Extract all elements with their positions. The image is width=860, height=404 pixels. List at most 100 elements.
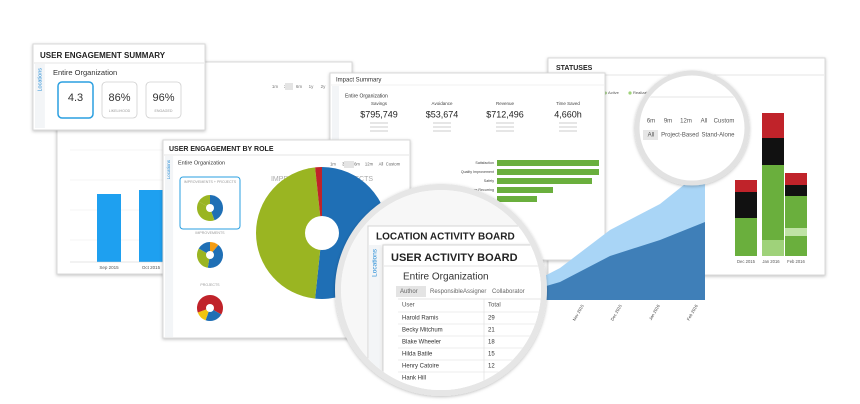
range-button[interactable]: All	[701, 119, 708, 125]
filter-magnifier: 6m 9m 12m All Custom All Project-Based Stand-Al…	[634, 70, 750, 186]
card	[145, 81, 182, 119]
x-tick-label: Dec 2015	[737, 259, 756, 264]
row-total: 12	[488, 364, 495, 370]
pie-title: PROJECTS	[200, 283, 220, 287]
x-tick-label: Jan 2016	[762, 259, 780, 264]
sidebar	[35, 64, 45, 128]
pie-title: IMPROVEMENTS + PROJECTS	[184, 180, 237, 184]
x-tick-label: Sep 2015	[99, 265, 119, 270]
row-user: Henry Catoire	[402, 364, 440, 370]
pie-slice	[197, 201, 215, 222]
range-highlight	[285, 83, 293, 90]
sidebar-label: Locations	[372, 248, 379, 277]
panel-title: STATUSES	[556, 65, 593, 72]
tab[interactable]: Assigner	[463, 289, 486, 295]
metric-value: $53,674	[426, 109, 459, 119]
bar	[497, 178, 592, 184]
engagement-summary-panel: USER ENGAGEMENT SUMMARY Locations Entire O…	[32, 43, 206, 131]
x-tick-label: Nov 2015	[572, 303, 586, 322]
panel-title: USER ENGAGEMENT SUMMARY	[40, 51, 166, 60]
range-button[interactable]: 12m	[365, 162, 374, 167]
row-user: Hank Hill	[402, 376, 426, 382]
bar	[97, 194, 121, 262]
stack-segment	[785, 236, 807, 256]
pie-hole	[206, 304, 214, 312]
sidebar-label: Locations	[166, 159, 171, 179]
stack-segment	[785, 185, 807, 196]
lens-bg	[640, 76, 744, 180]
board-title: LOCATION ACTIVITY BOARD	[376, 232, 515, 243]
pie-title: IMPROVEMENTS	[195, 231, 225, 235]
card	[57, 81, 94, 119]
row-user: Harold Ramis	[402, 316, 438, 322]
row-total: 29	[488, 316, 495, 322]
filter-button[interactable]: All	[648, 133, 655, 139]
row-user: Blake Wheeler	[402, 340, 441, 346]
range-button[interactable]: 6m	[354, 162, 360, 167]
stack-segment	[735, 180, 757, 192]
column-header[interactable]: Total	[488, 303, 501, 309]
filter-button[interactable]: Project-Based	[661, 133, 699, 139]
range-button: 6m	[296, 84, 303, 89]
stack-segment	[762, 138, 784, 165]
pie-slice	[198, 195, 210, 208]
range-button[interactable]: 12m	[680, 119, 692, 125]
board-title: USER ACTIVITY BOARD	[391, 252, 518, 264]
pie-slice	[197, 308, 210, 321]
metric-value: $795,749	[360, 109, 398, 119]
bar-label: Safety	[484, 179, 494, 183]
range-button[interactable]: 9m	[664, 119, 672, 125]
range-button[interactable]: Custom	[714, 119, 735, 125]
stack-segment	[735, 192, 757, 218]
metric-label: Savings	[371, 101, 388, 106]
bar-label: Quality Improvement	[461, 170, 494, 174]
sidebar	[369, 245, 381, 390]
sidebar	[165, 156, 174, 337]
bar	[497, 196, 537, 202]
bar	[497, 187, 553, 193]
card-value: 86%	[108, 92, 130, 104]
lens-content: 6m 9m 12m All Custom All Project-Based Stand-Al…	[640, 76, 744, 180]
org-name: Entire Organization	[53, 68, 117, 77]
x-tick-label: Oct 2015	[142, 265, 161, 270]
filter-button[interactable]: Stand-Alone	[701, 133, 735, 139]
metric-label: Time Saved	[556, 101, 580, 106]
org-name: Entire Organization	[178, 160, 225, 166]
row-total: 21	[488, 328, 495, 334]
card-value: 96%	[152, 92, 174, 104]
bar-label: Satisfaction	[475, 161, 494, 165]
legend-label: Active	[608, 90, 620, 95]
x-tick-label: Feb 2016	[787, 259, 805, 264]
row-user: Becky Mitchum	[402, 328, 443, 334]
range-button[interactable]: 6m	[647, 119, 655, 125]
tab[interactable]: Responsible	[430, 289, 464, 295]
range-button[interactable]: Custom	[386, 162, 401, 167]
row-total: 15	[488, 352, 495, 358]
metric-value: 4,660h	[554, 109, 582, 119]
panel-title: USER ENGAGEMENT BY ROLE	[169, 146, 274, 153]
bar	[497, 160, 599, 166]
area	[498, 222, 705, 300]
range-button[interactable]: 1m	[330, 162, 336, 167]
stack-segment	[785, 196, 807, 228]
panel-title: Impact Summary	[336, 78, 381, 84]
legend-dot	[628, 91, 632, 95]
tab[interactable]: Collaborator	[492, 289, 525, 295]
tab-active	[396, 286, 426, 297]
tab[interactable]: Author	[400, 289, 418, 295]
stack-segment	[762, 240, 784, 256]
bar	[497, 169, 599, 175]
bar	[139, 190, 163, 262]
range-button: 2y	[321, 84, 327, 89]
activity-magnifier: LOCATION ACTIVITY BOARD Locations USER ACT…	[335, 184, 547, 396]
range-button[interactable]: All	[379, 162, 384, 167]
sidebar-label: Locations	[37, 68, 43, 92]
pie-hole	[206, 251, 214, 259]
org-name: Entire Organization	[403, 272, 489, 283]
org-name: Entire Organization	[345, 93, 388, 99]
card-value: 4.3	[68, 92, 83, 104]
stack-segment	[735, 218, 757, 256]
pie-slice	[255, 167, 322, 299]
